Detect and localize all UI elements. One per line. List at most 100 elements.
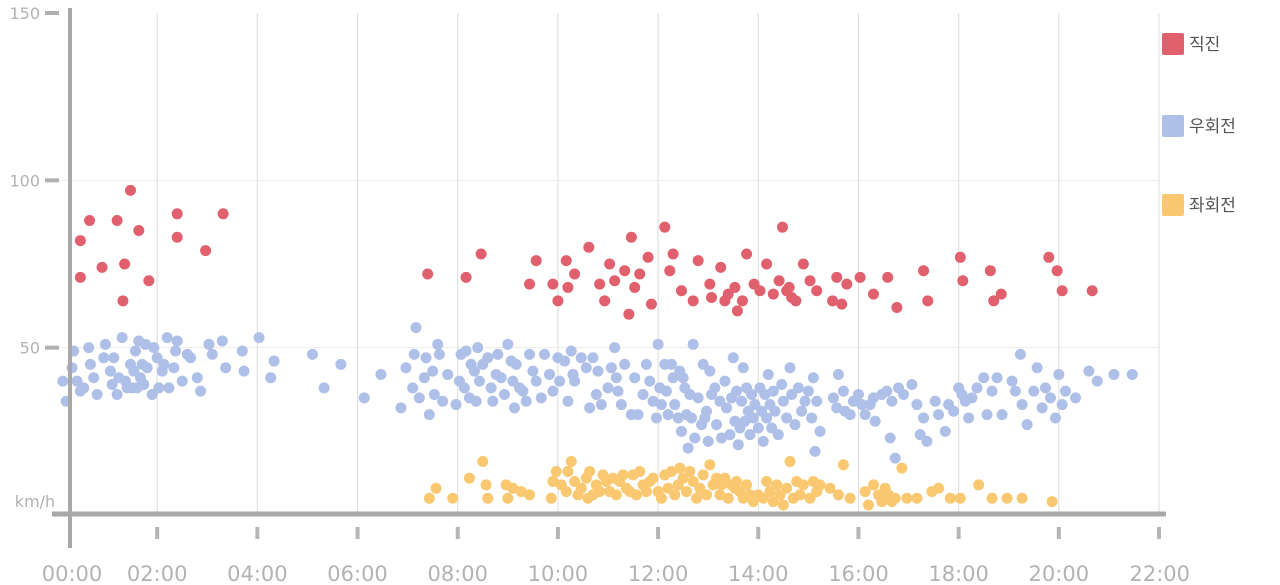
data-point <box>619 265 631 277</box>
data-point <box>450 399 462 411</box>
data-point <box>744 429 756 441</box>
data-point <box>948 405 960 417</box>
data-point <box>492 348 504 360</box>
data-point <box>736 295 748 307</box>
data-point <box>978 372 990 384</box>
data-point <box>375 368 387 380</box>
data-point <box>777 395 789 407</box>
data-point <box>530 255 542 267</box>
data-point <box>116 332 128 344</box>
y-tick-label: 150 <box>9 4 40 23</box>
data-point <box>837 459 849 471</box>
data-point <box>530 375 542 387</box>
data-point <box>675 425 687 437</box>
x-tick-label: 00:00 <box>42 562 103 585</box>
data-point <box>569 476 581 488</box>
legend-label: 좌회전 <box>1189 196 1236 216</box>
x-tick-label: 18:00 <box>928 562 989 585</box>
data-point <box>722 288 734 300</box>
data-point <box>634 465 646 477</box>
data-point <box>615 399 627 411</box>
data-point <box>807 372 819 384</box>
data-point <box>781 412 793 424</box>
data-point <box>1001 492 1013 504</box>
data-point <box>422 268 434 280</box>
data-point <box>789 419 801 431</box>
data-point <box>1083 365 1095 377</box>
data-point <box>701 405 713 417</box>
data-point <box>562 395 574 407</box>
legend-item-1[interactable]: 직진 <box>1162 33 1220 55</box>
data-point <box>74 235 86 247</box>
x-tick-mark <box>956 527 961 539</box>
x-tick-label: 08:00 <box>427 562 488 585</box>
data-point <box>594 486 606 498</box>
data-point <box>623 308 635 320</box>
data-point <box>852 389 864 401</box>
data-point <box>84 214 96 226</box>
data-point <box>335 358 347 370</box>
legend-item-3[interactable]: 좌회전 <box>1162 194 1236 216</box>
data-point <box>599 295 611 307</box>
data-point <box>731 305 743 317</box>
data-point <box>575 482 587 494</box>
data-point <box>687 338 699 350</box>
data-point <box>1043 251 1055 263</box>
data-point <box>524 348 536 360</box>
data-point <box>565 345 577 357</box>
data-point <box>1086 285 1098 297</box>
data-point <box>423 492 435 504</box>
data-point <box>602 382 614 394</box>
legend-label: 직진 <box>1189 35 1220 55</box>
data-point <box>482 492 494 504</box>
data-point <box>811 395 823 407</box>
data-point <box>1009 385 1021 397</box>
data-point <box>665 358 677 370</box>
data-point <box>610 489 622 501</box>
data-point <box>719 472 731 484</box>
data-point <box>715 261 727 273</box>
x-tick-label: 06:00 <box>327 562 388 585</box>
data-point <box>799 395 811 407</box>
data-point <box>253 332 265 344</box>
data-point <box>547 278 559 290</box>
data-point <box>562 465 574 477</box>
data-point <box>647 395 659 407</box>
data-point <box>774 489 786 501</box>
data-point <box>859 486 871 498</box>
data-point <box>652 338 664 350</box>
data-point <box>468 365 480 377</box>
data-point <box>727 352 739 364</box>
data-point <box>562 281 574 293</box>
data-point <box>687 476 699 488</box>
data-point <box>74 271 86 283</box>
data-point <box>796 405 808 417</box>
data-point <box>921 435 933 447</box>
data-point <box>762 368 774 380</box>
data-point <box>495 372 507 384</box>
data-point <box>111 214 123 226</box>
data-point <box>524 278 536 290</box>
data-point <box>358 392 370 404</box>
data-point <box>508 402 520 414</box>
data-point <box>1091 375 1103 387</box>
y-axis-label: km/h <box>15 492 55 511</box>
data-point <box>605 362 617 374</box>
data-point <box>854 271 866 283</box>
data-point <box>545 492 557 504</box>
data-point <box>1056 285 1068 297</box>
data-point <box>498 389 510 401</box>
data-point <box>595 399 607 411</box>
data-point <box>133 225 145 237</box>
data-point <box>463 472 475 484</box>
legend-swatch <box>1162 115 1184 137</box>
x-tick-mark <box>255 527 260 539</box>
x-tick-mark <box>555 527 560 539</box>
data-point <box>764 486 776 498</box>
legend-item-2[interactable]: 우회전 <box>1162 115 1236 137</box>
data-point <box>784 455 796 467</box>
x-tick-label: 12:00 <box>628 562 689 585</box>
data-point <box>547 385 559 397</box>
data-point <box>669 399 681 411</box>
